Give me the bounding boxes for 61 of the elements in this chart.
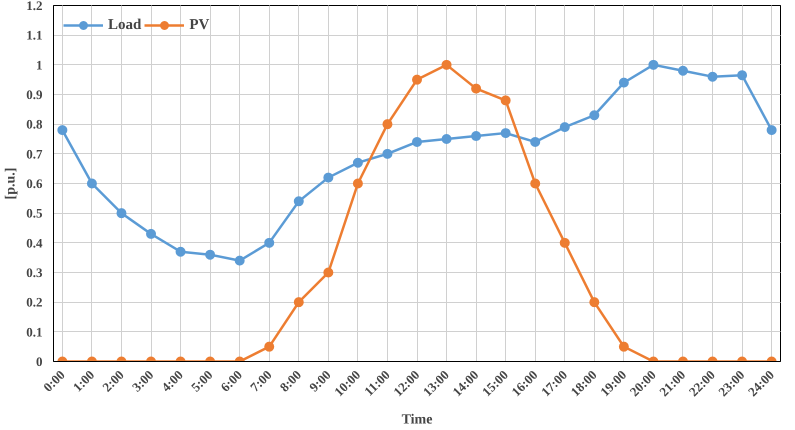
point	[352, 158, 363, 168]
x-tick-label: 0:00	[40, 367, 68, 395]
x-tick-label: 5:00	[188, 367, 216, 395]
point	[766, 125, 777, 136]
point	[471, 131, 482, 142]
x-tick-label: 7:00	[247, 367, 275, 395]
point	[294, 196, 304, 206]
point	[323, 172, 334, 183]
y-tick-label: 0.1	[26, 324, 42, 340]
x-tick-label: 8:00	[276, 367, 304, 395]
y-tick-label: 1.1	[26, 28, 42, 43]
x-tick-label: 1:00	[70, 367, 98, 395]
y-tick-label: 0.7	[26, 146, 43, 162]
point	[678, 66, 688, 76]
point	[116, 208, 126, 218]
point	[382, 119, 392, 130]
point	[618, 78, 629, 88]
point	[560, 238, 570, 248]
point	[382, 148, 392, 159]
point	[530, 136, 540, 147]
y-tick-label: 1.2	[26, 0, 42, 13]
point	[708, 72, 718, 82]
point	[442, 134, 452, 144]
point	[412, 74, 422, 85]
point	[323, 268, 334, 278]
point	[530, 178, 540, 188]
x-axis-title: Time	[402, 412, 432, 428]
y-tick-label: 0.2	[26, 294, 42, 310]
x-tick-label: 6:00	[218, 367, 245, 395]
point	[589, 110, 600, 120]
point	[471, 84, 482, 94]
y-tick-label: 0.6	[26, 176, 43, 191]
point	[560, 122, 570, 132]
y-axis-title: [p.u.]	[3, 168, 18, 200]
point	[352, 178, 363, 188]
y-tick-label: 1	[36, 57, 42, 72]
x-tick-label: 4:00	[158, 367, 186, 395]
point	[57, 125, 68, 136]
point	[234, 256, 245, 266]
legend-label: PV	[189, 16, 210, 34]
x-tick-label: 9:00	[306, 367, 334, 395]
point	[648, 60, 658, 70]
legend-label: Load	[108, 16, 142, 34]
point	[176, 246, 186, 257]
y-tick-label: 0.9	[26, 87, 43, 102]
point	[264, 238, 274, 248]
x-tick-label: 2:00	[99, 367, 127, 395]
y-tick-label: 0.4	[26, 235, 43, 250]
x-tick-label: 3:00	[128, 367, 156, 395]
y-tick-label: 0.8	[26, 116, 43, 132]
point	[86, 178, 97, 188]
point	[500, 128, 511, 138]
y-tick-label: 0.3	[26, 265, 43, 280]
point	[737, 70, 748, 80]
point	[442, 60, 452, 70]
point	[146, 228, 156, 239]
point	[500, 95, 511, 106]
point	[205, 250, 216, 260]
y-tick-label: 0.5	[26, 206, 43, 221]
point	[412, 136, 422, 147]
y-tick-label: 0	[36, 354, 42, 369]
